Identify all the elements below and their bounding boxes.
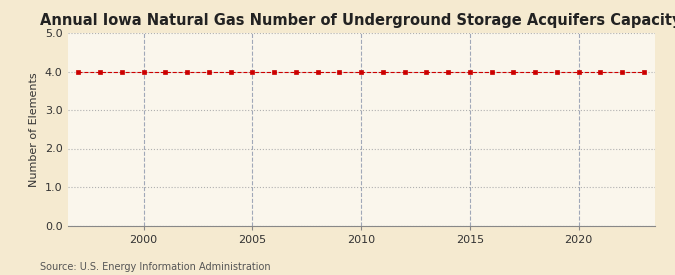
Text: Source: U.S. Energy Information Administration: Source: U.S. Energy Information Administ…: [40, 262, 271, 272]
Y-axis label: Number of Elements: Number of Elements: [29, 72, 39, 186]
Title: Annual Iowa Natural Gas Number of Underground Storage Acquifers Capacity: Annual Iowa Natural Gas Number of Underg…: [40, 13, 675, 28]
